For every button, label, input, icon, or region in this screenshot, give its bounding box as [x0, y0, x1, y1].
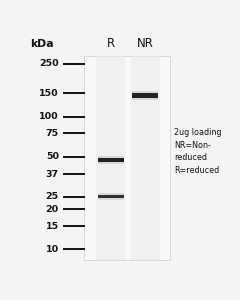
Text: 150: 150	[39, 89, 59, 98]
Text: 25: 25	[46, 192, 59, 201]
Text: R: R	[107, 37, 115, 50]
Text: kDa: kDa	[30, 39, 54, 49]
Bar	[98, 193, 124, 200]
Bar	[98, 158, 124, 162]
Bar	[132, 91, 158, 100]
Bar	[98, 156, 124, 164]
Bar	[96, 56, 125, 260]
Text: 75: 75	[46, 129, 59, 138]
Bar	[84, 56, 170, 260]
Text: 50: 50	[46, 152, 59, 161]
Text: 100: 100	[39, 112, 59, 121]
Text: 250: 250	[39, 59, 59, 68]
Text: 20: 20	[46, 205, 59, 214]
Text: 2ug loading
NR=Non-
reduced
R=reduced: 2ug loading NR=Non- reduced R=reduced	[174, 128, 222, 175]
Text: 10: 10	[46, 245, 59, 254]
Bar	[131, 56, 160, 260]
Text: 15: 15	[46, 222, 59, 231]
Bar	[98, 195, 124, 198]
Bar	[132, 93, 158, 98]
Text: 37: 37	[46, 169, 59, 178]
Text: NR: NR	[137, 37, 154, 50]
